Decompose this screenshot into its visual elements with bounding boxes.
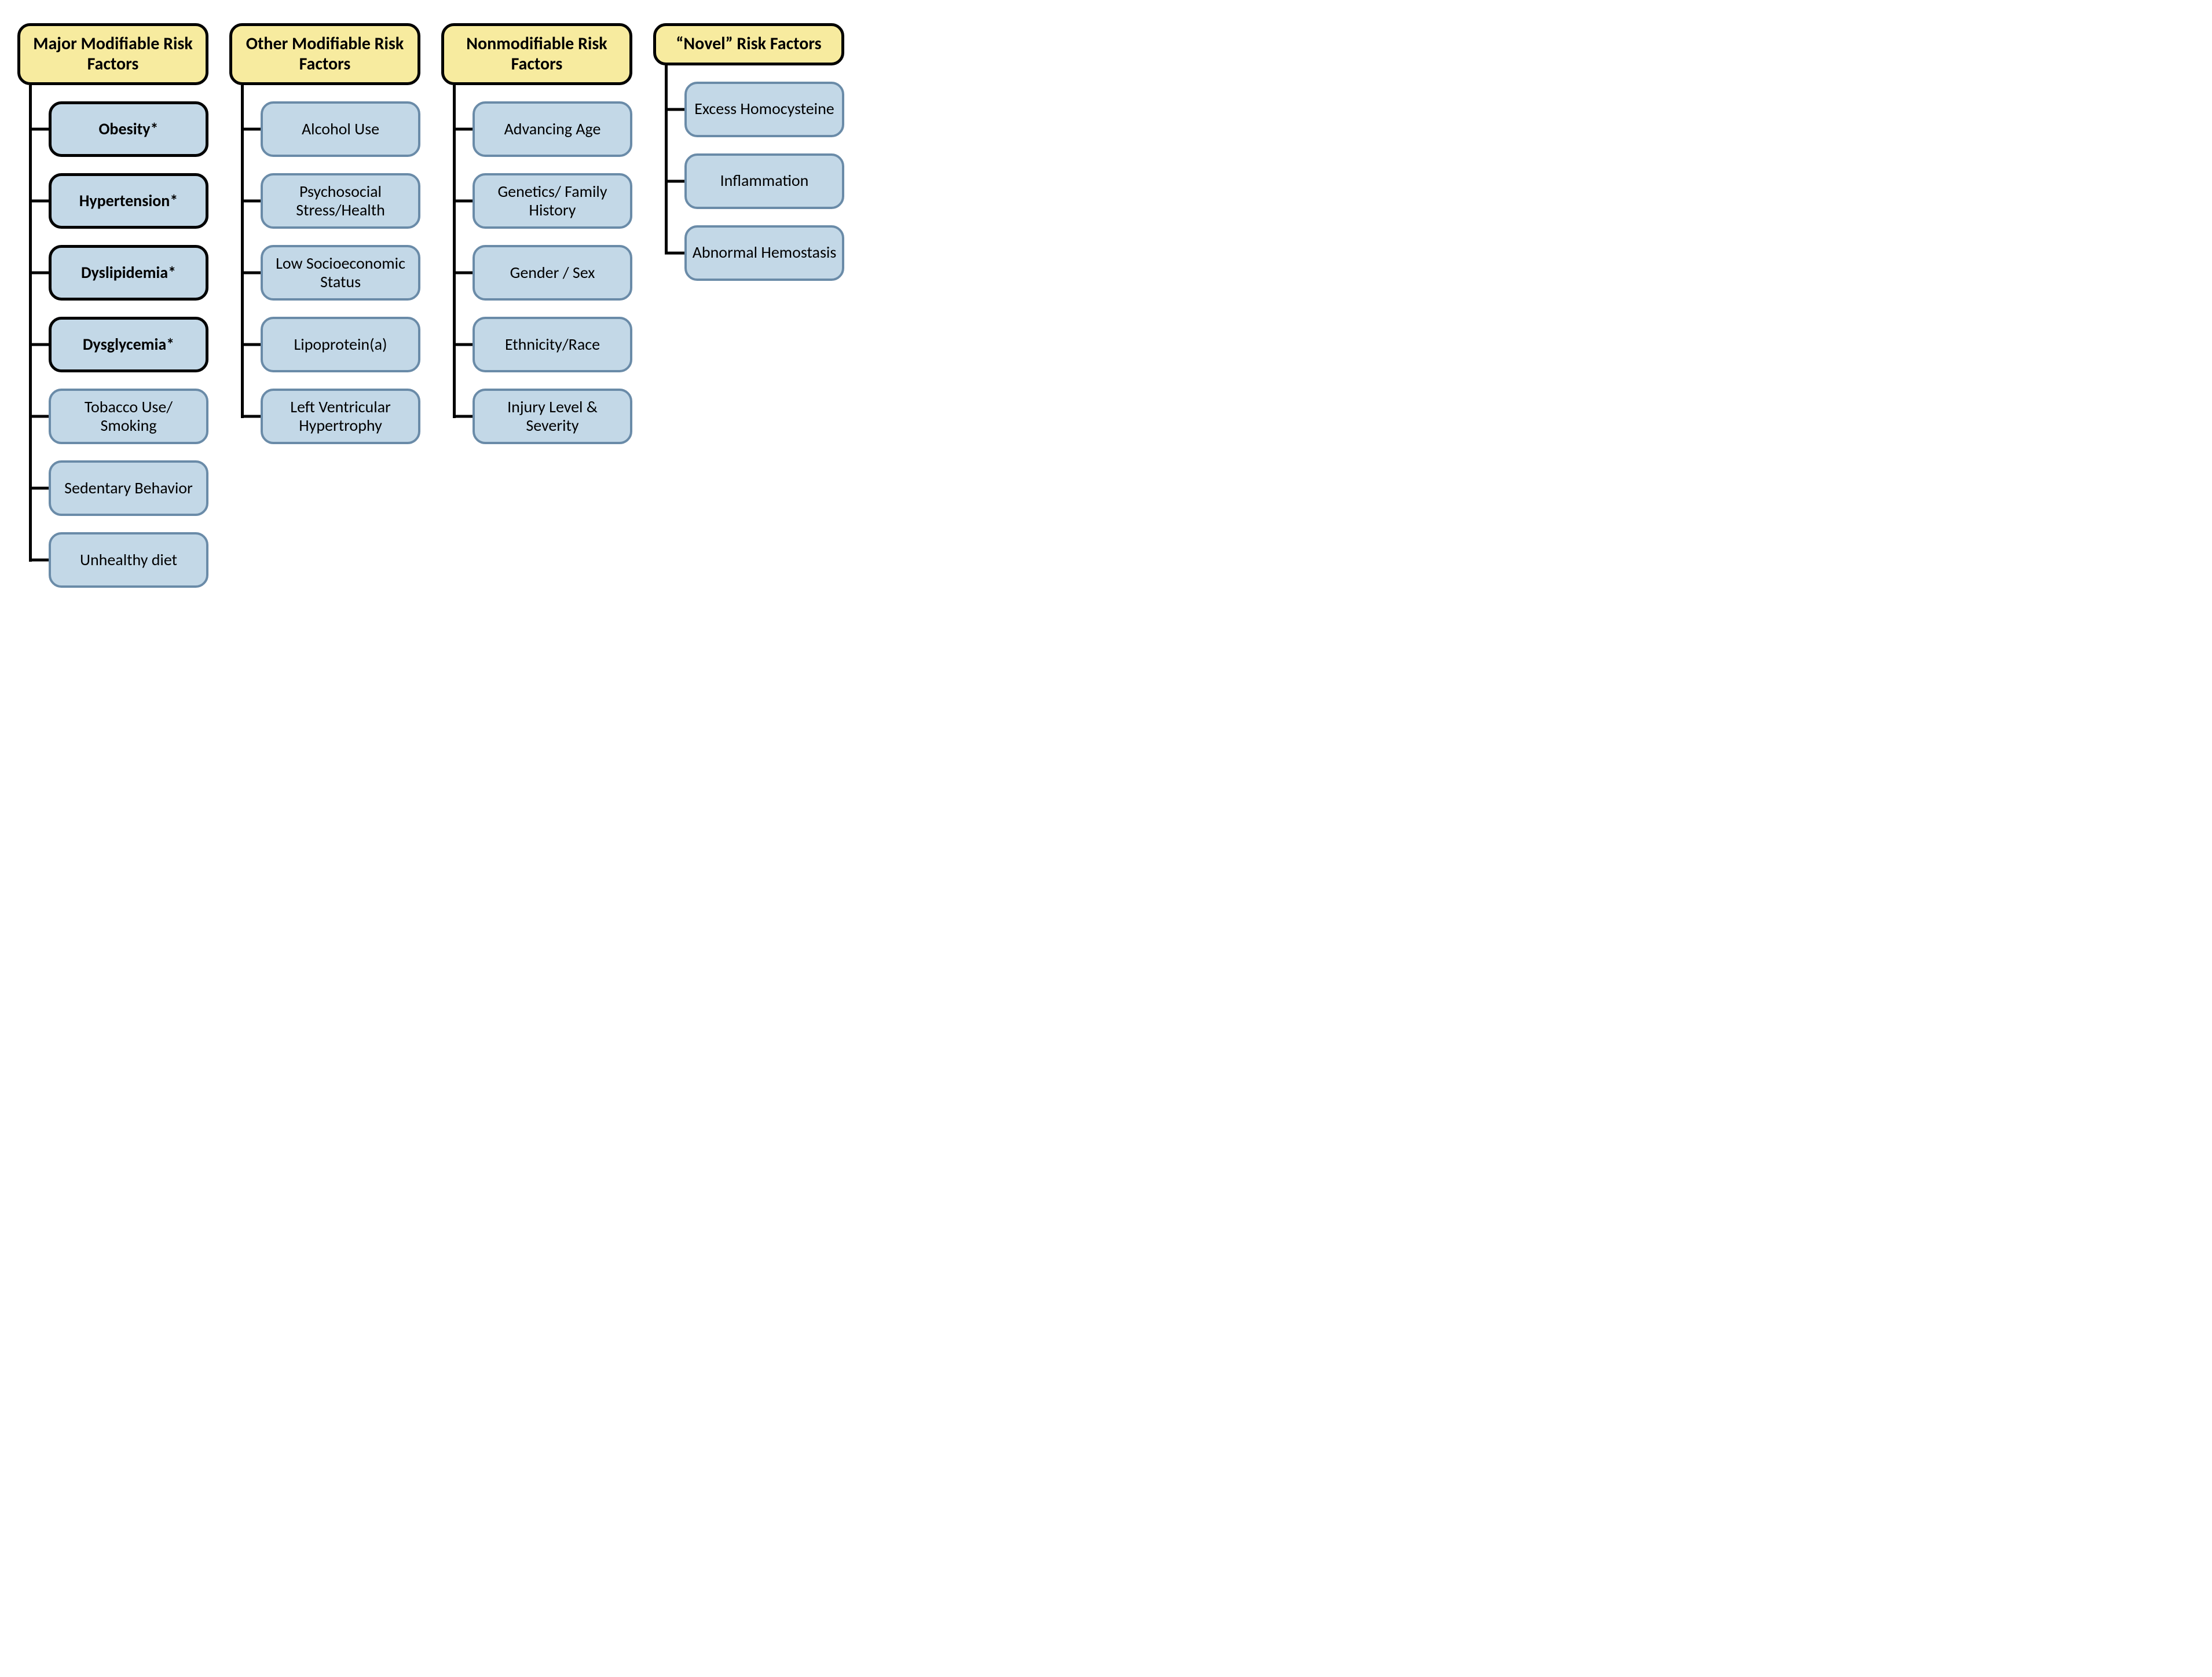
connector-horizontal <box>241 272 261 274</box>
tree-item-row: Dysglycemia* <box>49 317 208 372</box>
connector-horizontal <box>29 272 49 274</box>
risk-factors-tree: Major Modifiable Risk Factors Obesity* Hyp… <box>17 23 2195 588</box>
tree-item-row: Lipoprotein(a) <box>261 317 420 372</box>
tree-item-row: Tobacco Use/ Smoking <box>49 389 208 444</box>
connector-horizontal <box>29 128 49 131</box>
connector-vertical <box>241 85 244 418</box>
connector-horizontal <box>241 128 261 131</box>
tree-item-row: Ethnicity/Race <box>473 317 632 372</box>
tree-item-row: Low Socioeconomic Status <box>261 245 420 301</box>
tree-item: Psychosocial Stress/Health <box>261 173 420 229</box>
connector-horizontal <box>29 200 49 203</box>
connector-horizontal <box>29 487 49 490</box>
tree-item: Injury Level & Severity <box>473 389 632 444</box>
tree-item: Obesity* <box>49 101 208 157</box>
tree-item: Alcohol Use <box>261 101 420 157</box>
connector-horizontal <box>241 415 261 418</box>
column-2: Nonmodifiable Risk Factors Advancing Age G… <box>441 23 632 444</box>
connector-vertical <box>29 85 32 562</box>
connector-horizontal <box>241 200 261 203</box>
tree-item: Gender / Sex <box>473 245 632 301</box>
tree-item-row: Gender / Sex <box>473 245 632 301</box>
tree-item-row: Alcohol Use <box>261 101 420 157</box>
tree-item: Dysglycemia* <box>49 317 208 372</box>
connector-horizontal <box>453 128 473 131</box>
tree-item: Ethnicity/Race <box>473 317 632 372</box>
column-0: Major Modifiable Risk Factors Obesity* Hyp… <box>17 23 208 588</box>
items-wrap: Advancing Age Genetics/ Family History Gen… <box>441 85 632 444</box>
tree-item-row: Advancing Age <box>473 101 632 157</box>
tree-item: Inflammation <box>684 153 844 209</box>
tree-item-row: Injury Level & Severity <box>473 389 632 444</box>
column-3: “Novel” Risk Factors Excess Homocysteine I… <box>653 23 844 281</box>
items-wrap: Excess Homocysteine Inflammation Abnormal … <box>653 65 844 281</box>
connector-horizontal <box>665 251 684 254</box>
connector-horizontal <box>453 415 473 418</box>
tree-item: Hypertension* <box>49 173 208 229</box>
tree-item: Tobacco Use/ Smoking <box>49 389 208 444</box>
connector-horizontal <box>241 343 261 346</box>
connector-horizontal <box>29 559 49 562</box>
tree-item-row: Dyslipidemia* <box>49 245 208 301</box>
tree-item: Dyslipidemia* <box>49 245 208 301</box>
connector-vertical <box>453 85 456 418</box>
tree-item-row: Abnormal Hemostasis <box>684 225 844 281</box>
items-wrap: Alcohol Use Psychosocial Stress/Health Low… <box>229 85 420 444</box>
tree-item: Excess Homocysteine <box>684 82 844 137</box>
tree-item: Sedentary Behavior <box>49 460 208 516</box>
tree-item-row: Obesity* <box>49 101 208 157</box>
column-header: Nonmodifiable Risk Factors <box>441 23 632 85</box>
tree-item-row: Excess Homocysteine <box>684 82 844 137</box>
column-header: Major Modifiable Risk Factors <box>17 23 208 85</box>
tree-item: Left Ventricular Hypertrophy <box>261 389 420 444</box>
tree-item-row: Unhealthy diet <box>49 532 208 588</box>
tree-item-row: Left Ventricular Hypertrophy <box>261 389 420 444</box>
tree-item: Low Socioeconomic Status <box>261 245 420 301</box>
connector-horizontal <box>453 200 473 203</box>
tree-item: Abnormal Hemostasis <box>684 225 844 281</box>
connector-horizontal <box>29 415 49 418</box>
tree-item: Lipoprotein(a) <box>261 317 420 372</box>
tree-item-row: Inflammation <box>684 153 844 209</box>
tree-item-row: Sedentary Behavior <box>49 460 208 516</box>
items-wrap: Obesity* Hypertension* Dyslipidemia* Dysgly… <box>17 85 208 588</box>
tree-item-row: Hypertension* <box>49 173 208 229</box>
tree-item-row: Psychosocial Stress/Health <box>261 173 420 229</box>
connector-vertical <box>665 65 668 255</box>
connector-horizontal <box>453 272 473 274</box>
tree-item-row: Genetics/ Family History <box>473 173 632 229</box>
connector-horizontal <box>29 343 49 346</box>
tree-item: Unhealthy diet <box>49 532 208 588</box>
column-header: Other Modifiable Risk Factors <box>229 23 420 85</box>
connector-horizontal <box>453 343 473 346</box>
tree-item: Genetics/ Family History <box>473 173 632 229</box>
tree-item: Advancing Age <box>473 101 632 157</box>
column-1: Other Modifiable Risk FactorsAlcohol Use… <box>229 23 420 444</box>
column-header: “Novel” Risk Factors <box>653 23 844 65</box>
connector-horizontal <box>665 108 684 111</box>
connector-horizontal <box>665 180 684 182</box>
